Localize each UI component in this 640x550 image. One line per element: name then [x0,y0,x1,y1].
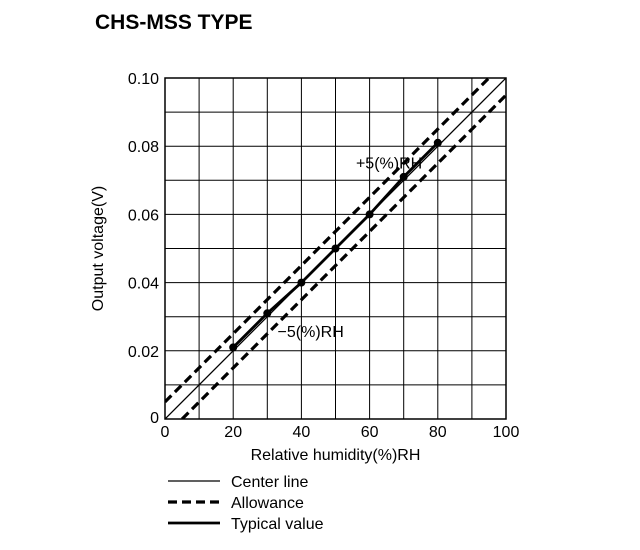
y-tick-label: 0.04 [128,276,159,293]
x-axis-label: Relative humidity(%)RH [251,447,421,464]
series-line-dashed [180,93,506,419]
series-line-dashed [165,78,491,404]
y-tick-label: 0.10 [128,71,159,88]
x-tick-label: 40 [293,424,311,441]
plot-frame [164,77,507,420]
data-point-marker [331,244,340,253]
annotation-label: −5(%)RH [278,324,344,341]
y-tick-label: 0.08 [128,139,159,156]
legend-label: Typical value [231,516,324,533]
data-point-marker [263,309,272,318]
data-point-marker [433,138,442,147]
legend-label: Allowance [231,495,304,512]
x-tick-label: 20 [224,424,242,441]
y-tick-label: 0.06 [128,207,159,224]
y-tick-label: 0.02 [128,344,159,361]
annotation-label: +5(%)RH [356,155,422,172]
legend-label: Center line [231,474,308,491]
x-tick-label: 0 [161,424,170,441]
data-point-marker [229,343,238,352]
data-point-marker [399,172,408,181]
y-axis-label: Output voltage(V) [90,186,107,311]
x-tick-label: 100 [493,424,520,441]
x-tick-label: 80 [429,424,447,441]
data-point-marker [297,278,306,287]
x-tick-label: 60 [361,424,379,441]
data-point-marker [365,210,374,219]
y-tick-label: 0 [150,410,159,427]
chart-title: CHS-MSS TYPE [95,11,253,34]
